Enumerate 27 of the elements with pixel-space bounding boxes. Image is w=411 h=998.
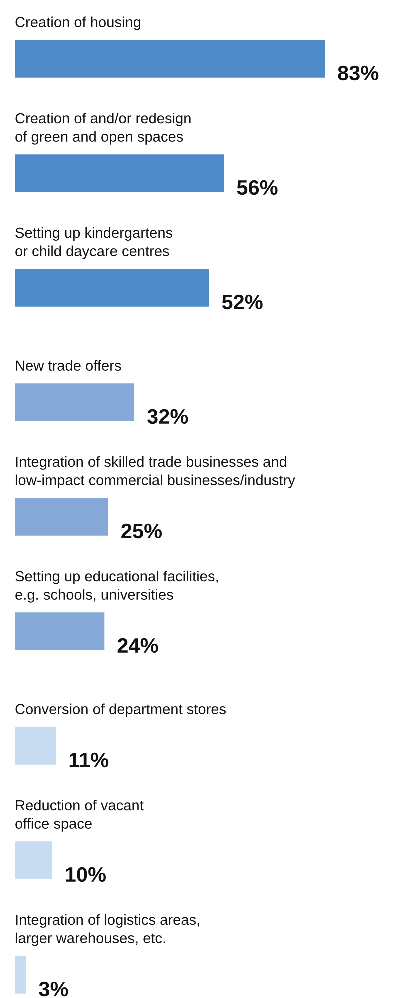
bar: [15, 40, 325, 78]
y-tick-label: Conversion of department stores: [16, 704, 226, 718]
data-label: 11%: [70, 752, 109, 768]
bar: [15, 842, 52, 880]
bar: [15, 612, 105, 650]
y-tick-label: Setting up kindergartens or child daycare centres: [16, 227, 173, 260]
data-label: 52%: [222, 294, 263, 310]
y-tick-label: Reduction of vacant office space: [16, 800, 144, 832]
y-tick-label: Creation of housing: [16, 16, 141, 30]
data-label: 10%: [66, 867, 106, 882]
bar: [15, 956, 26, 994]
y-tick-label: Setting up educational facilities, e.g. schools, universities: [16, 570, 218, 603]
bar: [15, 384, 135, 422]
data-label: 24%: [118, 638, 158, 654]
bar: [15, 727, 56, 765]
data-label: 25%: [122, 524, 162, 539]
bar: [15, 269, 210, 307]
bar: [15, 498, 108, 536]
data-label: 83%: [338, 66, 379, 81]
y-tick-label: Integration of skilled trade businesses and low-impact commercial businesses/industry: [16, 456, 296, 488]
data-label: 56%: [237, 180, 278, 196]
y-tick-label: Creation of and/or redesign of green and open spaces: [16, 112, 191, 145]
data-label: 3%: [39, 982, 68, 997]
y-tick-label: New trade offers: [16, 360, 122, 372]
y-tick-label: Integration of logistics areas, larger warehouses, etc.: [16, 914, 200, 946]
data-label: 32%: [147, 409, 188, 424]
bar: [15, 154, 224, 192]
